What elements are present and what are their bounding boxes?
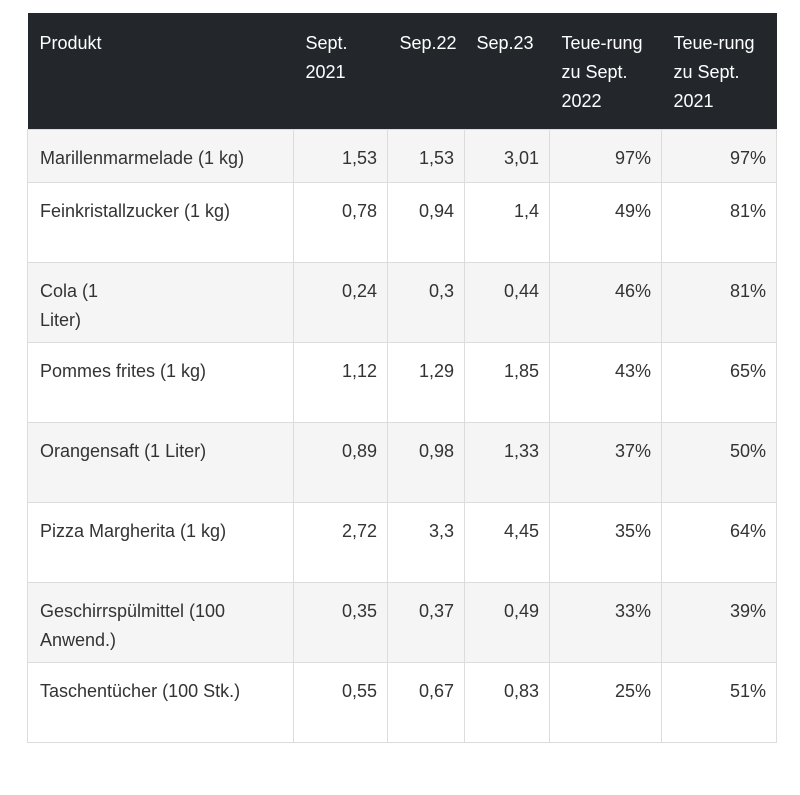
cell-product: Pommes frites (1 kg) (27, 342, 294, 423)
cell-sep-23: 0,83 (464, 662, 550, 743)
table-row: Taschentücher (100 Stk.) 0,55 0,67 0,83 … (27, 662, 777, 743)
cell-sep-22: 0,98 (387, 422, 465, 503)
cell-teuerung-2021: 39% (661, 582, 777, 663)
cell-teuerung-2021: 97% (661, 129, 777, 183)
header-sep-23: Sep.23 (464, 13, 550, 130)
table-row: Orangensaft (1 Liter) 0,89 0,98 1,33 37%… (27, 422, 777, 503)
cell-sep-23: 0,44 (464, 262, 550, 343)
cell-teuerung-2021: 51% (661, 662, 777, 743)
cell-teuerung-2021: 64% (661, 502, 777, 583)
cell-teuerung-2022: 25% (549, 662, 662, 743)
cell-teuerung-2021: 65% (661, 342, 777, 423)
cell-teuerung-2022: 46% (549, 262, 662, 343)
cell-sep-22: 3,3 (387, 502, 465, 583)
cell-sep-22: 1,53 (387, 129, 465, 183)
cell-teuerung-2021: 81% (661, 262, 777, 343)
cell-sep-22: 0,94 (387, 182, 465, 263)
cell-sep-23: 1,4 (464, 182, 550, 263)
header-teuerung-2022: Teue-rung zu Sept. 2022 (549, 13, 662, 130)
header-teuerung-2021: Teue-rung zu Sept. 2021 (661, 13, 777, 130)
cell-teuerung-2022: 35% (549, 502, 662, 583)
cell-sep-22: 1,29 (387, 342, 465, 423)
header-produkt: Produkt (27, 13, 294, 130)
cell-product: Marillenmarmelade (1 kg) (27, 129, 294, 183)
cell-product: Feinkristallzucker (1 kg) (27, 182, 294, 263)
table-row: Geschirrspülmittel (100 Anwend.) 0,35 0,… (27, 582, 777, 663)
table-header-row: Produkt Sept. 2021 Sep.22 Sep.23 Teue-ru… (27, 13, 777, 130)
cell-teuerung-2022: 49% (549, 182, 662, 263)
cell-sept-2021: 0,24 (293, 262, 388, 343)
cell-teuerung-2022: 37% (549, 422, 662, 503)
cell-sep-23: 0,49 (464, 582, 550, 663)
cell-sep-22: 0,37 (387, 582, 465, 663)
price-comparison-table: Produkt Sept. 2021 Sep.22 Sep.23 Teue-ru… (27, 13, 777, 743)
header-sept-2021: Sept. 2021 (293, 13, 388, 130)
cell-sep-23: 1,33 (464, 422, 550, 503)
cell-sep-23: 3,01 (464, 129, 550, 183)
cell-product: Taschentücher (100 Stk.) (27, 662, 294, 743)
table-row: Marillenmarmelade (1 kg) 1,53 1,53 3,01 … (27, 129, 777, 183)
table-row: Pommes frites (1 kg) 1,12 1,29 1,85 43% … (27, 342, 777, 423)
cell-product: Geschirrspülmittel (100 Anwend.) (27, 582, 294, 663)
cell-sept-2021: 0,78 (293, 182, 388, 263)
cell-product: Pizza Margherita (1 kg) (27, 502, 294, 583)
cell-sep-23: 4,45 (464, 502, 550, 583)
table-row: Cola (1 Liter) 0,24 0,3 0,44 46% 81% (27, 262, 777, 343)
header-sep-22: Sep.22 (387, 13, 465, 130)
table-row: Pizza Margherita (1 kg) 2,72 3,3 4,45 35… (27, 502, 777, 583)
cell-sept-2021: 1,12 (293, 342, 388, 423)
cell-sep-23: 1,85 (464, 342, 550, 423)
cell-sept-2021: 0,35 (293, 582, 388, 663)
table-row: Feinkristallzucker (1 kg) 0,78 0,94 1,4 … (27, 182, 777, 263)
cell-sept-2021: 1,53 (293, 129, 388, 183)
cell-sep-22: 0,67 (387, 662, 465, 743)
cell-product: Orangensaft (1 Liter) (27, 422, 294, 503)
price-table-container: Produkt Sept. 2021 Sep.22 Sep.23 Teue-ru… (27, 13, 777, 743)
cell-teuerung-2022: 33% (549, 582, 662, 663)
cell-sep-22: 0,3 (387, 262, 465, 343)
cell-teuerung-2022: 43% (549, 342, 662, 423)
cell-sept-2021: 0,55 (293, 662, 388, 743)
cell-teuerung-2022: 97% (549, 129, 662, 183)
cell-teuerung-2021: 81% (661, 182, 777, 263)
cell-teuerung-2021: 50% (661, 422, 777, 503)
cell-sept-2021: 0,89 (293, 422, 388, 503)
cell-sept-2021: 2,72 (293, 502, 388, 583)
cell-product: Cola (1 Liter) (27, 262, 294, 343)
